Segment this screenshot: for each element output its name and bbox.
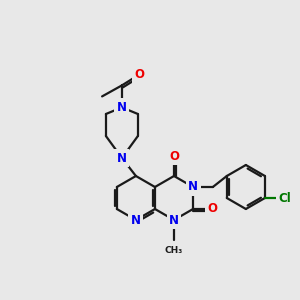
Text: O: O	[169, 150, 179, 163]
Text: N: N	[169, 214, 179, 226]
Text: Cl: Cl	[278, 191, 291, 205]
Text: N: N	[117, 101, 127, 114]
Text: N: N	[131, 214, 141, 226]
Text: O: O	[208, 202, 218, 215]
Text: CH₃: CH₃	[165, 246, 183, 255]
Text: N: N	[188, 181, 198, 194]
Text: O: O	[134, 68, 145, 81]
Text: N: N	[117, 152, 127, 164]
